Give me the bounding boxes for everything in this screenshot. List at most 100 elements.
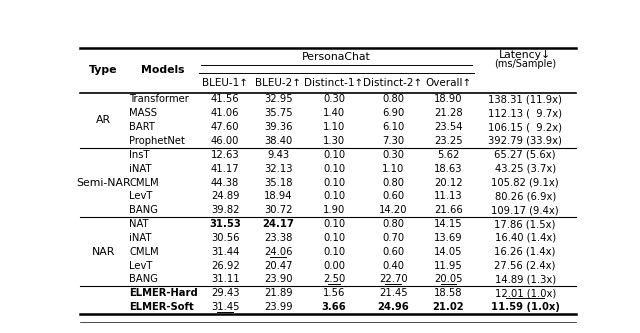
Text: InsT: InsT [129,150,150,160]
Text: 21.89: 21.89 [264,288,292,298]
Text: 12.63: 12.63 [211,150,239,160]
Text: 18.90: 18.90 [435,95,463,105]
Text: Models: Models [141,65,184,75]
Text: 39.36: 39.36 [264,122,292,132]
Text: 0.10: 0.10 [323,219,345,229]
Text: 0.10: 0.10 [323,164,345,174]
Text: 14.89 (1.3x): 14.89 (1.3x) [495,274,556,284]
Text: 1.30: 1.30 [323,136,345,146]
Text: CMLM: CMLM [129,247,159,257]
Text: 24.96: 24.96 [377,302,409,312]
Text: 23.38: 23.38 [264,233,292,243]
Text: AR: AR [96,115,111,125]
Text: 3.66: 3.66 [322,302,346,312]
Text: 0.10: 0.10 [323,233,345,243]
Text: 18.94: 18.94 [264,191,292,201]
Text: 0.60: 0.60 [382,191,404,201]
Text: Semi-NAR: Semi-NAR [76,177,131,187]
Text: Distinct-2↑: Distinct-2↑ [364,78,423,88]
Text: 6.10: 6.10 [382,122,404,132]
Text: 31.53: 31.53 [209,219,241,229]
Text: Distinct-1↑: Distinct-1↑ [305,78,364,88]
Text: iNAT: iNAT [129,164,152,174]
Text: 32.95: 32.95 [264,95,292,105]
Text: 7.30: 7.30 [382,136,404,146]
Text: 23.25: 23.25 [434,136,463,146]
Text: 138.31 (11.9x): 138.31 (11.9x) [488,95,562,105]
Text: 14.05: 14.05 [435,247,463,257]
Text: 20.05: 20.05 [435,274,463,284]
Text: 11.59 (1.0x): 11.59 (1.0x) [491,302,559,312]
Text: 1.10: 1.10 [382,164,404,174]
Text: 23.54: 23.54 [435,122,463,132]
Text: MASS: MASS [129,108,157,118]
Text: 23.99: 23.99 [264,302,292,312]
Text: 0.10: 0.10 [323,247,345,257]
Text: 80.26 (6.9x): 80.26 (6.9x) [495,191,556,201]
Text: 0.30: 0.30 [382,150,404,160]
Text: 18.58: 18.58 [435,288,463,298]
Text: 1.90: 1.90 [323,205,345,215]
Text: 109.17 (9.4x): 109.17 (9.4x) [492,205,559,215]
Text: PersonaChat: PersonaChat [302,52,371,62]
Text: 0.80: 0.80 [382,177,404,187]
Text: 14.20: 14.20 [379,205,408,215]
Text: 31.11: 31.11 [211,274,239,284]
Text: BART: BART [129,122,156,132]
Text: Type: Type [89,65,118,75]
Text: 5.62: 5.62 [437,150,460,160]
Text: 23.90: 23.90 [264,274,292,284]
Text: 31.44: 31.44 [211,247,239,257]
Text: 112.13 (  9.7x): 112.13 ( 9.7x) [488,108,562,118]
Text: CMLM: CMLM [129,177,159,187]
Text: 17.86 (1.5x): 17.86 (1.5x) [495,219,556,229]
Text: NAR: NAR [92,247,115,257]
Text: 0.30: 0.30 [323,95,345,105]
Text: 35.18: 35.18 [264,177,292,187]
Text: 30.56: 30.56 [211,233,239,243]
Text: 106.15 (  9.2x): 106.15 ( 9.2x) [488,122,562,132]
Text: 1.10: 1.10 [323,122,345,132]
Text: 0.10: 0.10 [323,191,345,201]
Text: 21.66: 21.66 [434,205,463,215]
Text: 18.63: 18.63 [435,164,463,174]
Text: ProphetNet: ProphetNet [129,136,185,146]
Text: LevT: LevT [129,261,153,271]
Text: 0.60: 0.60 [382,247,404,257]
Text: 0.40: 0.40 [382,261,404,271]
Text: BANG: BANG [129,274,158,284]
Text: Transformer: Transformer [129,95,189,105]
Text: ELMER-Soft: ELMER-Soft [129,302,194,312]
Text: 26.92: 26.92 [211,261,239,271]
Text: 392.79 (33.9x): 392.79 (33.9x) [488,136,562,146]
Text: BLEU-1↑: BLEU-1↑ [202,78,248,88]
Text: 32.13: 32.13 [264,164,292,174]
Text: 1.40: 1.40 [323,108,345,118]
Text: 30.72: 30.72 [264,205,292,215]
Text: 41.06: 41.06 [211,108,239,118]
Text: 20.12: 20.12 [434,177,463,187]
Text: 1.56: 1.56 [323,288,345,298]
Text: 13.69: 13.69 [434,233,463,243]
Text: 0.10: 0.10 [323,150,345,160]
Text: 65.27 (5.6x): 65.27 (5.6x) [495,150,556,160]
Text: Overall↑: Overall↑ [426,78,472,88]
Text: 0.80: 0.80 [382,219,404,229]
Text: 35.75: 35.75 [264,108,292,118]
Text: 0.80: 0.80 [382,95,404,105]
Text: 24.17: 24.17 [262,219,294,229]
Text: 20.47: 20.47 [264,261,292,271]
Text: 24.06: 24.06 [264,247,292,257]
Text: 11.95: 11.95 [434,261,463,271]
Text: 21.28: 21.28 [434,108,463,118]
Text: 6.90: 6.90 [382,108,404,118]
Text: 31.45: 31.45 [211,302,239,312]
Text: 11.13: 11.13 [434,191,463,201]
Text: BANG: BANG [129,205,158,215]
Text: 0.70: 0.70 [382,233,404,243]
Text: 43.25 (3.7x): 43.25 (3.7x) [495,164,556,174]
Text: 9.43: 9.43 [267,150,289,160]
Text: iNAT: iNAT [129,233,152,243]
Text: 38.40: 38.40 [264,136,292,146]
Text: 2.50: 2.50 [323,274,345,284]
